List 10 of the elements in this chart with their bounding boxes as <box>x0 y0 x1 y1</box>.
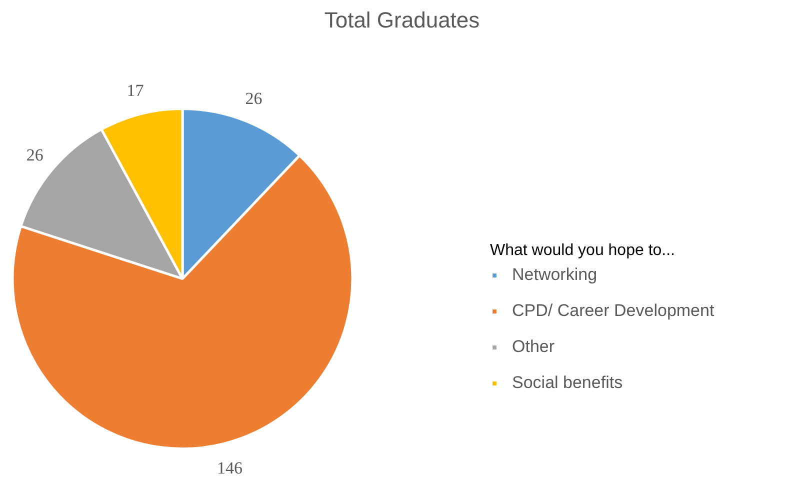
legend-title: What would you hope to... <box>490 242 676 260</box>
chart-title: Total Graduates <box>324 8 480 32</box>
data-label: 17 <box>126 81 144 100</box>
legend-label: Networking <box>512 265 598 285</box>
legend-label: Other <box>512 337 555 357</box>
data-label: 26 <box>26 145 44 164</box>
data-label: 146 <box>216 458 242 478</box>
data-label: 26 <box>245 89 262 108</box>
legend-label: CPD/ Career Development <box>512 301 714 321</box>
legend-label: Social benefits <box>512 373 623 393</box>
